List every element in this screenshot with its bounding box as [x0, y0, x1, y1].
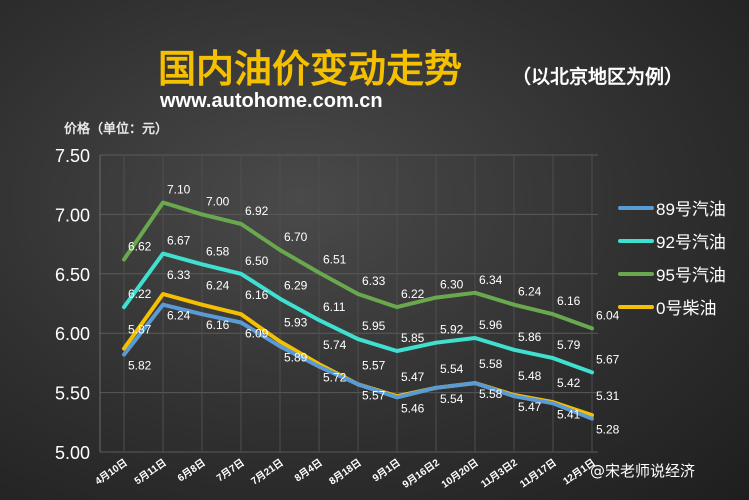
data-label: 5.72 [323, 370, 347, 384]
data-label: 5.47 [401, 370, 425, 384]
data-label: 6.24 [206, 279, 230, 293]
x-tick-label: 11月17日 [518, 457, 559, 491]
x-tick-label: 11月3日2 [479, 456, 520, 490]
data-label: 5.46 [401, 401, 425, 415]
data-label: 5.86 [518, 330, 542, 344]
data-label: 5.57 [362, 388, 386, 402]
data-label: 5.92 [440, 323, 464, 337]
data-label: 5.54 [440, 362, 464, 376]
x-tick-label: 7月21日 [249, 457, 286, 488]
x-tick-label: 4月10日 [93, 457, 130, 488]
legend-label: 0号柴油 [656, 299, 716, 318]
data-label: 6.16 [245, 288, 269, 302]
data-labels: 5.82 6.24 6.16 6.09 5.89 5.72 5.57 5.46 5.54 5.58… [128, 183, 620, 437]
legend-label: 95号汽油 [656, 266, 726, 285]
y-tick-label: 7.00 [55, 205, 90, 225]
data-label: 5.74 [323, 338, 347, 352]
y-tick-label: 7.50 [55, 146, 90, 166]
x-tick-label: 6月8日 [175, 457, 207, 485]
data-label: 5.31 [596, 389, 620, 403]
x-tick-label: 9月16日2 [400, 456, 442, 490]
data-label: 5.47 [518, 400, 542, 414]
y-tick-label: 5.00 [55, 443, 90, 463]
data-label: 5.82 [128, 359, 152, 373]
data-label: 5.96 [479, 318, 503, 332]
x-tick-label: 7月7日 [214, 457, 246, 485]
y-tick-label: 6.00 [55, 324, 90, 344]
data-label: 6.51 [323, 253, 347, 267]
data-label: 5.95 [362, 319, 386, 333]
data-label: 6.50 [245, 254, 269, 268]
chart-title: 国内油价变动走势 [158, 47, 463, 91]
data-label: 5.57 [362, 358, 386, 372]
series-lines [122, 200, 594, 421]
data-label: 5.58 [479, 357, 503, 371]
chart-subtitle: （以北京地区为例） [512, 66, 684, 88]
data-label: 5.93 [284, 316, 308, 330]
series-line-1 [122, 251, 594, 375]
data-label: 6.29 [284, 279, 308, 293]
data-label: 6.24 [167, 309, 191, 323]
data-label: 6.92 [245, 204, 269, 218]
data-label: 6.16 [206, 318, 230, 332]
data-label: 5.41 [557, 407, 581, 421]
data-label: 5.67 [596, 352, 620, 366]
data-label: 5.89 [284, 350, 308, 364]
series-line-2 [122, 200, 594, 331]
data-label: 6.09 [245, 327, 269, 341]
data-label: 5.28 [596, 423, 620, 437]
data-label: 6.04 [596, 308, 620, 322]
x-tick-label: 10月20日 [439, 457, 480, 491]
series-line-0 [122, 302, 594, 421]
legend-label: 92号汽油 [656, 233, 726, 252]
data-label: 6.30 [440, 278, 464, 292]
data-label: 6.33 [362, 274, 386, 288]
source-url: www.autohome.com.cn [160, 90, 383, 112]
data-label: 5.54 [440, 392, 464, 406]
data-label: 7.10 [167, 183, 191, 197]
data-label: 6.67 [167, 234, 191, 248]
y-axis-unit-label: 价格（单位：元） [64, 122, 169, 137]
x-axis-ticks: 4月10日 5月11日 6月8日 7月7日 7月21日 8月4日 8月18日 9月1日9月16… [93, 456, 598, 490]
data-label: 5.42 [557, 376, 581, 390]
data-label: 6.62 [128, 240, 152, 254]
y-axis-ticks: 5.00 5.50 6.00 6.50 7.00 7.50 [55, 146, 90, 463]
data-label: 5.58 [479, 387, 503, 401]
watermark: @宋老师说经济 [590, 462, 696, 480]
x-tick-label: 8月4日 [292, 457, 324, 485]
data-label: 6.22 [401, 287, 425, 301]
data-label: 6.58 [206, 244, 230, 258]
data-label: 6.16 [557, 294, 581, 308]
data-label: 6.33 [167, 268, 191, 282]
x-tick-label: 5月11日 [132, 457, 168, 488]
data-label: 5.48 [518, 369, 542, 383]
y-tick-label: 6.50 [55, 265, 90, 285]
data-label: 6.11 [323, 300, 346, 314]
data-label: 5.85 [401, 331, 425, 345]
x-tick-label: 9月1日 [370, 457, 402, 485]
data-label: 7.00 [206, 194, 230, 208]
legend-label: 89号汽油 [656, 200, 726, 219]
data-label: 5.79 [557, 338, 581, 352]
x-tick-label: 8月18日 [327, 457, 364, 488]
data-label: 6.34 [479, 273, 503, 287]
legend: 89号汽油 92号汽油 95号汽油 0号柴油 [618, 200, 726, 318]
y-tick-label: 5.50 [55, 384, 90, 404]
data-label: 6.70 [284, 230, 308, 244]
data-label: 6.22 [128, 287, 152, 301]
data-label: 5.87 [128, 323, 152, 337]
data-label: 6.24 [518, 285, 542, 299]
